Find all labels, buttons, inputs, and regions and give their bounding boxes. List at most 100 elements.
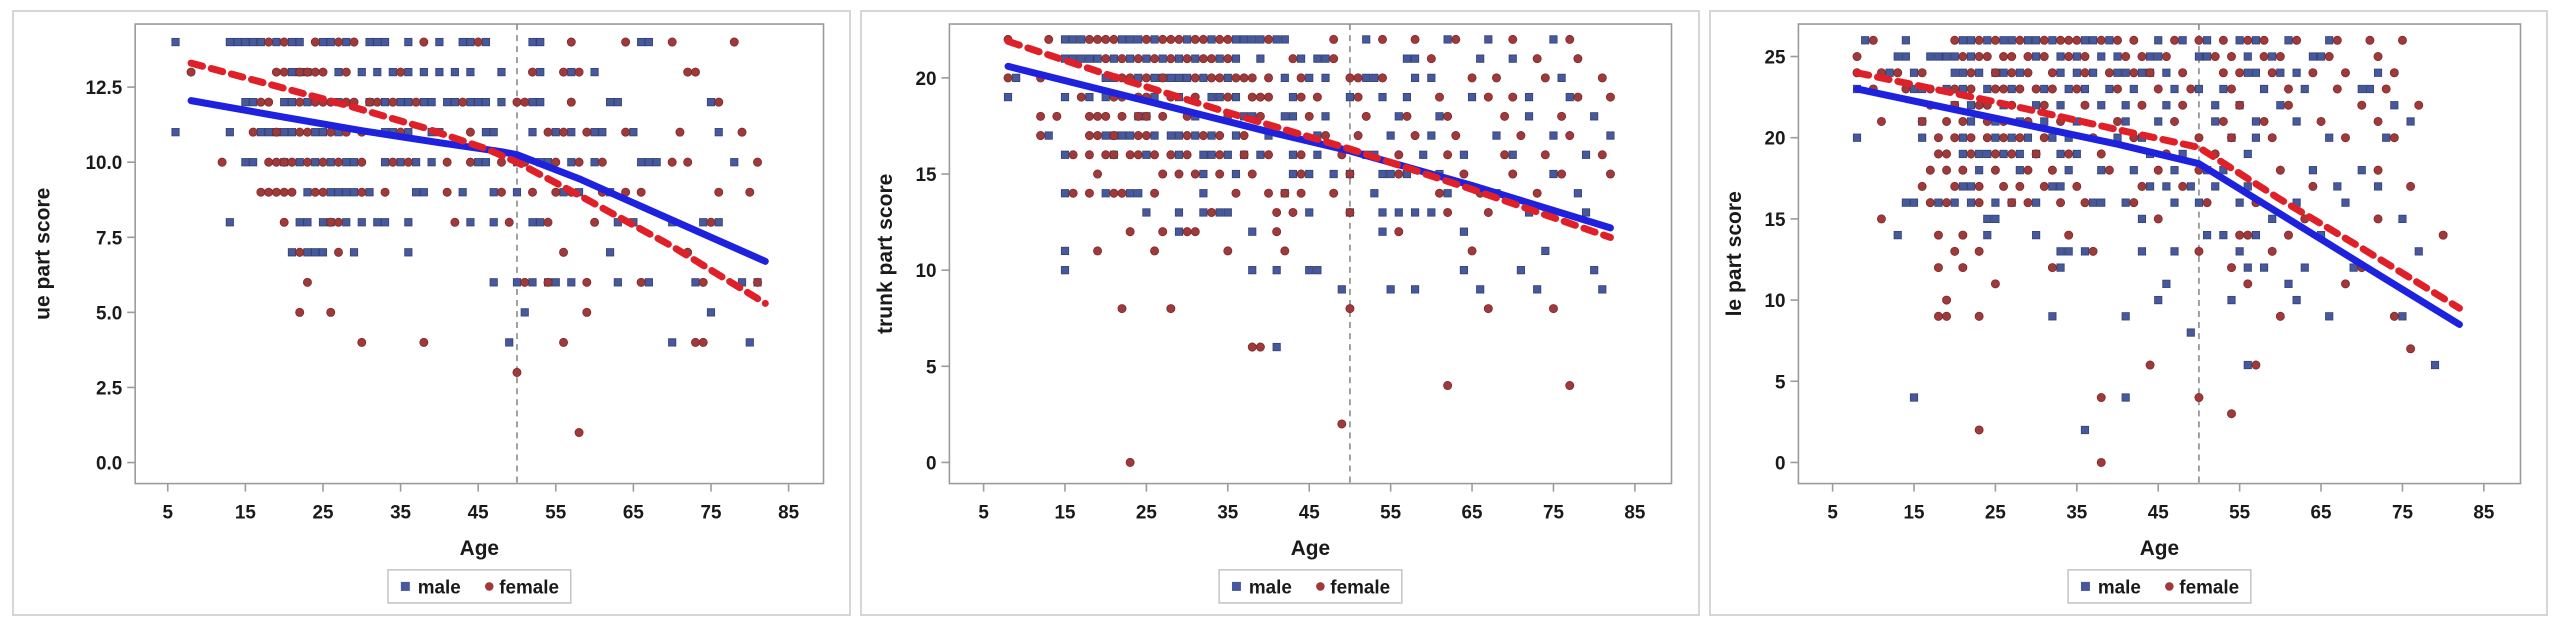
male-point: [466, 218, 475, 227]
female-point: [667, 157, 677, 167]
male-point: [2186, 182, 2195, 191]
male-point: [2121, 117, 2130, 126]
female-point: [2072, 84, 2081, 94]
female-point: [279, 157, 289, 167]
female-point: [1949, 133, 1959, 143]
male-point: [1468, 92, 1477, 102]
male-point: [1378, 169, 1387, 179]
male-point: [295, 37, 304, 47]
x-tick-label: 45: [1299, 503, 1320, 524]
y-tick-label: 20: [916, 69, 937, 90]
male-point: [1085, 92, 1094, 102]
male-point: [1395, 208, 1404, 217]
female-point: [1248, 73, 1258, 83]
female-point: [1248, 169, 1258, 179]
female-point: [1353, 73, 1363, 83]
male-point: [1134, 189, 1143, 198]
x-axis-label: Age: [1291, 537, 1330, 560]
male-point: [714, 218, 723, 227]
female-point: [1215, 73, 1225, 83]
female-point: [2112, 84, 2122, 94]
female-point: [1598, 150, 1608, 160]
female-point: [1264, 34, 1274, 44]
female-point: [256, 97, 266, 107]
male-point: [2243, 263, 2252, 272]
male-point: [1110, 54, 1119, 63]
female-point: [2072, 35, 2081, 45]
female-point: [2389, 311, 2399, 321]
male-point: [2047, 133, 2057, 142]
female-point: [2169, 35, 2179, 45]
male-point: [1574, 189, 1583, 198]
female-point: [1974, 181, 1984, 191]
female-point: [1990, 68, 2000, 78]
male-point: [1272, 266, 1282, 275]
female-point: [1933, 133, 1943, 143]
female-point: [1321, 131, 1331, 141]
female-point: [334, 157, 343, 167]
female-point: [1974, 311, 1984, 321]
male-point: [512, 188, 522, 197]
female-point: [1182, 54, 1192, 64]
male-point: [2064, 247, 2073, 256]
female-point: [2267, 133, 2277, 143]
male-point: [1901, 52, 1910, 61]
female-point: [248, 127, 258, 137]
male-point: [1281, 73, 1290, 82]
female-point: [2104, 165, 2114, 175]
male-point: [1958, 133, 1967, 142]
female-point: [559, 247, 569, 257]
female-point: [2047, 165, 2057, 175]
female-point: [2267, 68, 2277, 78]
legend-female-label: female: [2179, 577, 2239, 598]
female-point: [2226, 133, 2236, 143]
female-point: [1166, 150, 1176, 160]
female-point: [2194, 246, 2204, 256]
female-point: [1085, 188, 1095, 198]
male-point: [2064, 84, 2073, 94]
female-point: [1093, 34, 1103, 44]
male-point: [2031, 52, 2040, 61]
female-point: [512, 97, 522, 107]
female-point: [2389, 68, 2399, 78]
male-point: [1950, 52, 1959, 61]
female-point: [1223, 246, 1233, 256]
female-point: [1933, 263, 1943, 273]
male-point: [1199, 169, 1208, 179]
female-point: [1949, 181, 1959, 191]
male-point: [1484, 35, 1493, 44]
male-point: [1321, 54, 1330, 63]
male-point: [1893, 231, 1902, 240]
male-point: [326, 37, 335, 47]
male-point: [1175, 150, 1184, 159]
female-point: [1492, 73, 1502, 83]
female-point: [2259, 52, 2269, 62]
female-point: [1125, 227, 1135, 237]
female-point: [1191, 34, 1201, 44]
female-point: [1982, 133, 1992, 143]
male-point: [1476, 54, 1485, 63]
male-point: [528, 218, 537, 227]
male-point: [241, 37, 250, 47]
male-point: [2080, 84, 2089, 94]
female-point: [1264, 73, 1274, 83]
female-point: [1541, 73, 1551, 83]
male-point: [349, 248, 359, 257]
male-point: [2129, 84, 2138, 94]
female-point: [2413, 100, 2423, 110]
x-axis-label: Age: [2139, 537, 2178, 560]
male-point: [2096, 198, 2105, 207]
male-point: [528, 278, 537, 287]
female-point: [2104, 68, 2114, 78]
male-point: [2007, 84, 2016, 94]
female-point: [1117, 54, 1127, 64]
legend-box: [387, 569, 572, 604]
male-point: [1403, 92, 1412, 102]
male-point: [1150, 35, 1159, 44]
male-point: [1207, 131, 1216, 140]
male-point: [1207, 35, 1216, 44]
female-point: [1533, 188, 1542, 198]
female-point: [1573, 54, 1583, 64]
male-point: [1443, 189, 1453, 198]
female-point: [1990, 279, 2000, 289]
